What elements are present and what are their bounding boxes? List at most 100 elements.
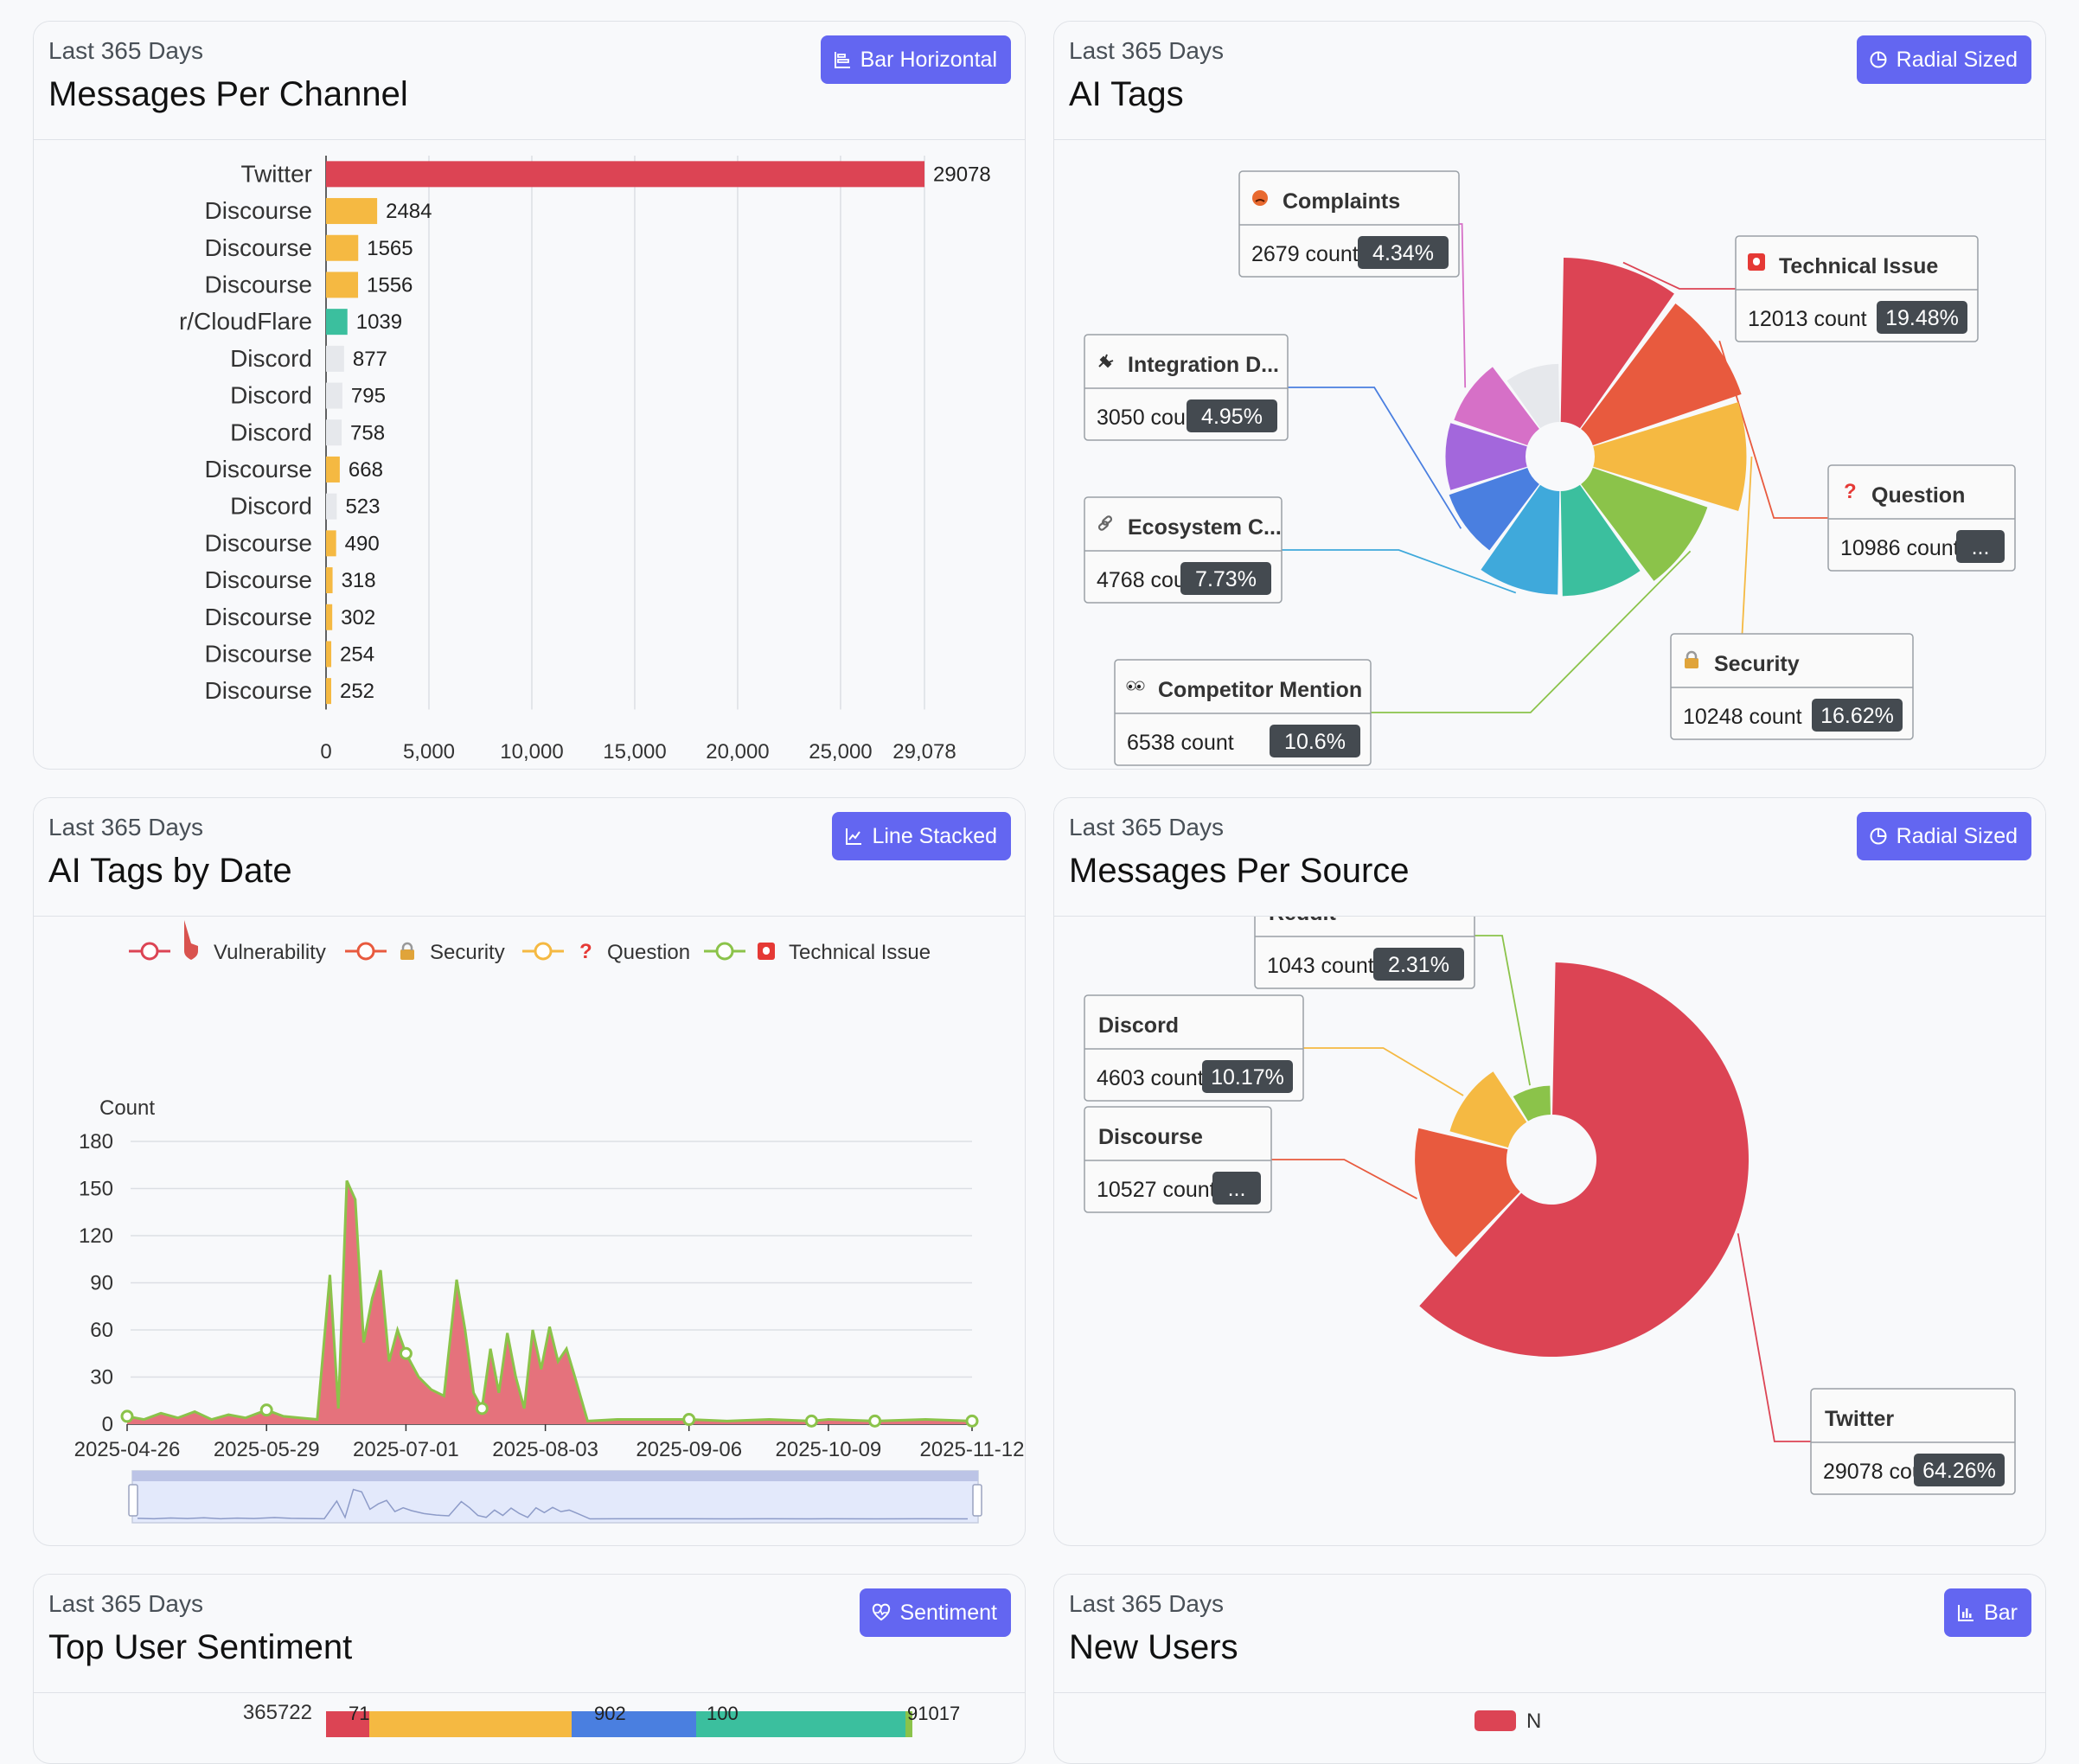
data-point-marker[interactable] xyxy=(804,1414,818,1428)
slice-label-percent-badge xyxy=(1180,562,1271,595)
category-label: Discourse xyxy=(205,271,312,297)
bar[interactable] xyxy=(326,234,359,261)
rose-slice[interactable] xyxy=(1560,258,1674,429)
bar[interactable] xyxy=(326,272,359,298)
new-users-legend-label[interactable]: N xyxy=(1526,1710,1541,1733)
legend-item[interactable]: Technical Issue xyxy=(704,941,931,964)
card-header: Last 365 Days AI Tags Radial Sized xyxy=(1054,22,2045,140)
eyes-icon-pupil xyxy=(1128,684,1133,689)
legend-item[interactable]: Security xyxy=(345,941,505,964)
rose-slice[interactable] xyxy=(1449,468,1539,551)
bar-horizontal-button-label: Bar Horizontal xyxy=(860,48,997,72)
x-tick-label: 2025-08-03 xyxy=(492,1438,598,1461)
bar[interactable] xyxy=(326,456,340,483)
x-tick-label: 2025-07-01 xyxy=(353,1438,459,1461)
plug-icon xyxy=(1098,354,1114,368)
rose-slice[interactable] xyxy=(1506,363,1560,429)
bar[interactable] xyxy=(326,678,331,705)
category-label: Discourse xyxy=(205,234,312,261)
bar[interactable] xyxy=(326,604,333,630)
x-tick-label: 2025-11-12 xyxy=(920,1438,1025,1461)
sentiment-button[interactable]: Sentiment xyxy=(860,1588,1011,1637)
rose-slice[interactable] xyxy=(1481,484,1560,595)
card-body: 365722 71 902 100 91017 xyxy=(34,1693,1025,1763)
zoom-handle-right[interactable] xyxy=(972,1484,982,1517)
bar[interactable] xyxy=(326,161,924,188)
lock-icon xyxy=(1685,658,1698,668)
new-users-legend-swatch[interactable] xyxy=(1474,1710,1516,1731)
segment-label: 100 xyxy=(707,1703,739,1724)
slice-label-percent-badge xyxy=(1956,530,2005,563)
bar-button[interactable]: Bar xyxy=(1944,1588,2031,1637)
rose-slice[interactable] xyxy=(1513,1085,1551,1122)
bar[interactable] xyxy=(326,493,337,520)
x-tick-label: 10,000 xyxy=(500,740,563,764)
value-label: 318 xyxy=(342,569,376,592)
data-point-marker[interactable] xyxy=(868,1414,882,1428)
value-label: 252 xyxy=(340,680,374,703)
rose-slice[interactable] xyxy=(1581,468,1708,581)
data-point-marker[interactable] xyxy=(682,1413,696,1427)
leader-line xyxy=(1282,549,1517,594)
radial-sized-button[interactable]: Radial Sized xyxy=(1856,35,2031,84)
rose-slice[interactable] xyxy=(1445,423,1527,490)
rose-slice[interactable] xyxy=(1419,962,1749,1357)
bar-horizontal-button[interactable]: Bar Horizontal xyxy=(820,35,1011,84)
radial-sized-button[interactable]: Radial Sized xyxy=(1856,812,2031,860)
rose-slice[interactable] xyxy=(1593,402,1747,511)
ai-tags-card: Last 365 Days AI Tags Radial Sized Techn… xyxy=(1053,21,2046,770)
stacked-area[interactable] xyxy=(127,1180,972,1424)
alarm-icon-light xyxy=(763,947,770,955)
slice-label-count: 10248 count xyxy=(1683,705,1802,729)
bar[interactable] xyxy=(326,567,333,594)
category-label: Discord xyxy=(230,382,312,409)
rose-slice[interactable] xyxy=(1560,484,1641,597)
pie-icon xyxy=(1870,828,1887,845)
bar[interactable] xyxy=(326,641,332,668)
legend-label: Technical Issue xyxy=(789,941,931,964)
card-subtitle: Last 365 Days xyxy=(48,37,203,64)
sentiment-segment[interactable] xyxy=(369,1711,572,1737)
legend-item[interactable]: Vulnerability xyxy=(129,920,326,964)
zoom-handle-left[interactable] xyxy=(128,1484,138,1517)
x-tick-label: 0 xyxy=(320,740,331,764)
slice-label-count: 2679 count xyxy=(1251,242,1359,266)
x-tick-label: 5,000 xyxy=(403,740,455,764)
data-point-marker[interactable] xyxy=(965,1414,979,1428)
slice-label-count: 6538 count xyxy=(1127,731,1234,755)
data-point-marker[interactable] xyxy=(259,1403,273,1417)
line-stacked-button[interactable]: Line Stacked xyxy=(832,812,1011,860)
sentiment-segment[interactable] xyxy=(572,1711,696,1737)
bar[interactable] xyxy=(326,345,344,372)
zoom-handle-bar[interactable] xyxy=(132,1471,978,1481)
slice-label-count: 10527 count xyxy=(1097,1178,1216,1202)
slice-label-count: 4603 count xyxy=(1097,1066,1204,1090)
rose-slice[interactable] xyxy=(1454,367,1539,445)
rose-slice[interactable] xyxy=(1581,303,1742,445)
data-point-marker[interactable] xyxy=(475,1402,489,1416)
category-label: 365722 xyxy=(243,1701,312,1724)
slice-label-percent-badge xyxy=(1373,948,1464,981)
bar[interactable] xyxy=(326,419,342,446)
data-point-marker[interactable] xyxy=(399,1346,413,1360)
bar[interactable] xyxy=(326,309,348,336)
y-tick-label: 30 xyxy=(90,1366,113,1390)
category-label: Discord xyxy=(230,345,312,372)
data-point-marker[interactable] xyxy=(120,1409,134,1423)
legend-swatch-marker xyxy=(140,942,159,961)
rose-slice[interactable] xyxy=(1415,1128,1520,1257)
legend-item[interactable]: ? Question xyxy=(522,940,690,964)
bar[interactable] xyxy=(326,198,378,225)
data-zoom-slider[interactable] xyxy=(128,1470,982,1524)
bar[interactable] xyxy=(326,382,342,409)
category-label: Discourse xyxy=(205,640,312,667)
lock-icon-shackle xyxy=(401,942,413,950)
leader-line xyxy=(1459,223,1467,388)
card-header: Last 365 Days Messages Per Source Radial… xyxy=(1054,798,2045,917)
slice-label-percent: ... xyxy=(1972,535,1990,559)
slice-label-percent: 19.48% xyxy=(1885,306,1959,330)
bar[interactable] xyxy=(326,530,336,557)
rose-slice[interactable] xyxy=(1449,1071,1527,1148)
slice-label-box: Complaints 2679 count 4.34% xyxy=(1238,170,1460,278)
